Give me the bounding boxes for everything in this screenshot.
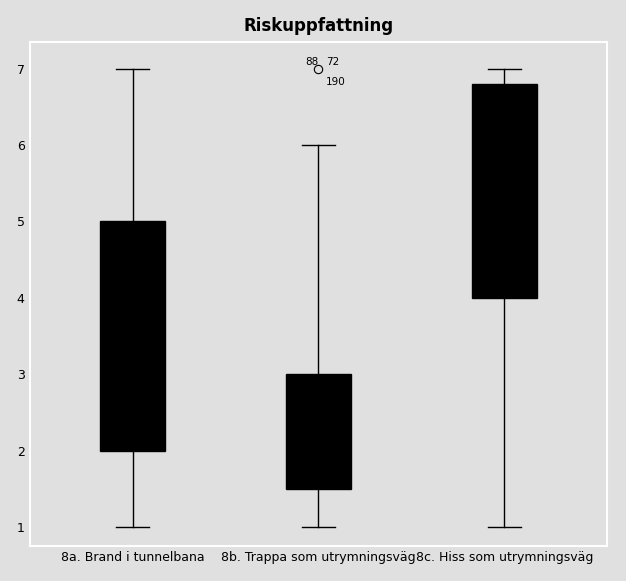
Text: 190: 190 [326, 77, 346, 87]
Text: 72: 72 [326, 58, 339, 67]
PathPatch shape [286, 374, 351, 489]
PathPatch shape [100, 221, 165, 451]
Title: Riskuppfattning: Riskuppfattning [244, 17, 394, 35]
Text: 88: 88 [305, 58, 319, 67]
PathPatch shape [472, 84, 537, 298]
